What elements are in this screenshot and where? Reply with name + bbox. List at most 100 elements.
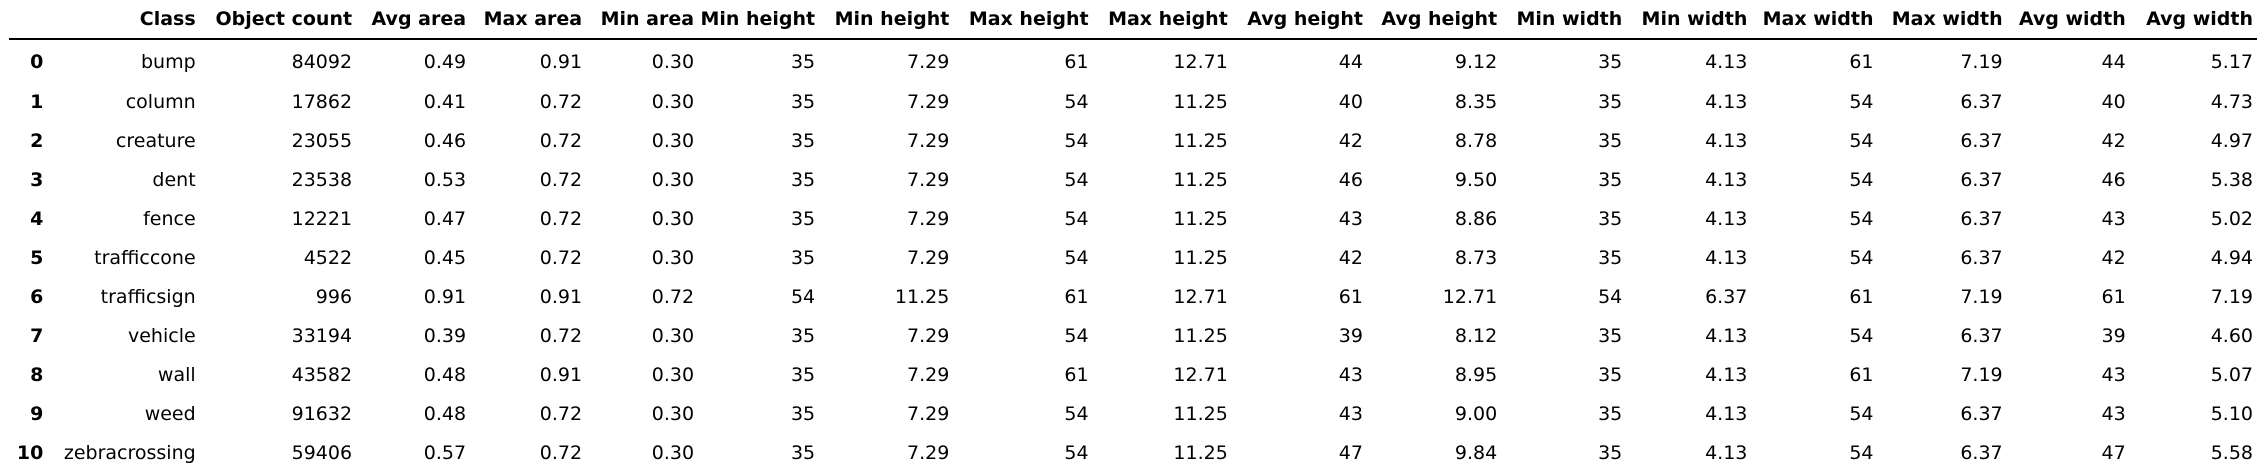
header-cell-max-height-px: Max height xyxy=(953,0,1093,40)
cell-max-height-px: 54 xyxy=(1064,207,1089,230)
cell-max-area: 0.91 xyxy=(539,50,583,73)
cell-min-height-pct: 7.29 xyxy=(907,207,950,230)
cell-class: vehicle xyxy=(128,324,196,347)
header-cell-avg-area: Avg area xyxy=(356,0,471,40)
cell-min-height-px: 35 xyxy=(790,324,816,347)
cell-min-height-px: 35 xyxy=(790,168,816,191)
cell-avg-width-px: 47 xyxy=(2101,441,2126,464)
cell-object-count: 59406 xyxy=(291,441,353,464)
table-row: 0 bump 84092 0.49 0.91 0.30 35 7.29 61 12.71 44 9.1… xyxy=(9,39,2257,82)
cell-max-width-pct: 6.37 xyxy=(1960,402,2003,425)
cell-avg-height-pct: 8.73 xyxy=(1454,246,1498,269)
cell-object-count: 23538 xyxy=(291,168,353,191)
cell-index: 7 xyxy=(30,324,44,347)
cell-max-height-pct: 11.25 xyxy=(1173,207,1228,230)
cell-min-height-pct: 7.29 xyxy=(907,324,950,347)
cell-min-height-pct: 7.29 xyxy=(907,90,950,113)
cell-avg-width-px: 43 xyxy=(2101,207,2126,230)
cell-min-height-pct: 7.29 xyxy=(907,402,950,425)
cell-avg-height-px: 43 xyxy=(1338,363,1363,386)
header-cell-min-height-pct: Min height xyxy=(819,0,954,40)
cell-min-height-px: 54 xyxy=(790,285,816,308)
cell-min-width-px: 35 xyxy=(1598,90,1623,113)
cell-object-count: 84092 xyxy=(291,50,353,73)
table-row: 6 trafficsign 996 0.91 0.91 0.72 54 11.25 61 12.7… xyxy=(9,277,2257,316)
header-cell-max-area: Max area xyxy=(470,0,587,40)
cell-max-width-px: 54 xyxy=(1849,129,1874,152)
cell-min-area: 0.30 xyxy=(651,50,695,73)
cell-avg-width-pct: 4.97 xyxy=(2210,129,2253,152)
dataframe-table: Class Object count Avg area Max area Min… xyxy=(9,0,2257,472)
cell-min-width-pct: 4.13 xyxy=(1705,363,1748,386)
cell-max-width-px: 54 xyxy=(1849,246,1874,269)
cell-min-width-pct: 4.13 xyxy=(1705,207,1748,230)
cell-max-height-pct: 11.25 xyxy=(1173,246,1228,269)
cell-max-width-px: 54 xyxy=(1849,168,1874,191)
cell-max-width-pct: 6.37 xyxy=(1960,207,2003,230)
cell-index: 5 xyxy=(30,246,44,269)
cell-min-area: 0.30 xyxy=(651,168,695,191)
cell-avg-width-px: 39 xyxy=(2101,324,2126,347)
header-cell-avg-width-pct: Avg width xyxy=(2129,0,2257,40)
cell-max-width-px: 54 xyxy=(1849,90,1874,113)
cell-max-width-px: 54 xyxy=(1849,324,1874,347)
cell-avg-width-px: 42 xyxy=(2101,246,2126,269)
cell-avg-height-pct: 8.35 xyxy=(1454,90,1498,113)
cell-max-area: 0.91 xyxy=(539,363,583,386)
cell-min-area: 0.30 xyxy=(651,363,695,386)
cell-avg-width-px: 42 xyxy=(2101,129,2126,152)
cell-avg-width-px: 46 xyxy=(2101,168,2126,191)
cell-max-height-px: 54 xyxy=(1064,402,1089,425)
cell-max-height-px: 54 xyxy=(1064,324,1089,347)
cell-max-width-px: 61 xyxy=(1849,363,1874,386)
cell-min-width-px: 35 xyxy=(1598,402,1623,425)
cell-avg-height-px: 43 xyxy=(1338,207,1363,230)
cell-min-width-px: 35 xyxy=(1598,168,1623,191)
header-cell-avg-height-px: Avg height xyxy=(1231,0,1367,40)
header-cell-min-width-px: Min width xyxy=(1501,0,1627,40)
header-cell-max-width-px: Max width xyxy=(1751,0,1878,40)
cell-max-height-pct: 12.71 xyxy=(1173,50,1228,73)
cell-avg-height-pct: 9.00 xyxy=(1454,402,1498,425)
cell-avg-width-pct: 4.94 xyxy=(2210,246,2253,269)
cell-min-area: 0.30 xyxy=(651,207,695,230)
cell-max-width-pct: 7.19 xyxy=(1960,285,2003,308)
cell-avg-area: 0.47 xyxy=(423,207,467,230)
cell-max-height-px: 61 xyxy=(1064,363,1089,386)
cell-avg-width-pct: 4.73 xyxy=(2210,90,2253,113)
cell-avg-area: 0.49 xyxy=(423,50,467,73)
cell-max-area: 0.91 xyxy=(539,285,583,308)
cell-min-height-px: 35 xyxy=(790,363,816,386)
cell-min-height-pct: 7.29 xyxy=(907,246,950,269)
cell-max-height-pct: 11.25 xyxy=(1173,168,1228,191)
cell-min-width-pct: 4.13 xyxy=(1705,90,1748,113)
cell-object-count: 23055 xyxy=(291,129,353,152)
cell-object-count: 43582 xyxy=(291,363,353,386)
cell-avg-height-px: 46 xyxy=(1338,168,1363,191)
cell-min-area: 0.30 xyxy=(651,129,695,152)
cell-class: fence xyxy=(143,207,196,230)
header-cell-min-width-pct: Min width xyxy=(1626,0,1752,40)
cell-avg-width-pct: 4.60 xyxy=(2210,324,2253,347)
header-cell-max-height-pct: Max height xyxy=(1092,0,1232,40)
header-cell-index xyxy=(9,0,48,40)
cell-min-width-px: 35 xyxy=(1598,324,1623,347)
cell-min-height-pct: 7.29 xyxy=(907,363,950,386)
cell-index: 1 xyxy=(30,90,44,113)
cell-class: weed xyxy=(144,402,196,425)
cell-avg-height-pct: 9.50 xyxy=(1454,168,1498,191)
cell-avg-height-pct: 8.95 xyxy=(1454,363,1498,386)
cell-min-height-pct: 7.29 xyxy=(907,129,950,152)
cell-min-width-px: 54 xyxy=(1598,285,1623,308)
cell-avg-area: 0.46 xyxy=(423,129,467,152)
cell-index: 0 xyxy=(30,50,44,73)
cell-avg-width-px: 61 xyxy=(2101,285,2126,308)
cell-min-width-px: 35 xyxy=(1598,207,1623,230)
cell-max-width-pct: 6.37 xyxy=(1960,246,2003,269)
cell-max-height-pct: 11.25 xyxy=(1173,90,1228,113)
cell-avg-height-pct: 8.78 xyxy=(1454,129,1498,152)
cell-avg-height-px: 39 xyxy=(1338,324,1363,347)
header-cell-max-width-pct: Max width xyxy=(1877,0,2007,40)
table-row: 9 weed 91632 0.48 0.72 0.30 35 7.29 54 11.25 43 9.0… xyxy=(9,394,2257,433)
cell-max-height-px: 54 xyxy=(1064,441,1089,464)
